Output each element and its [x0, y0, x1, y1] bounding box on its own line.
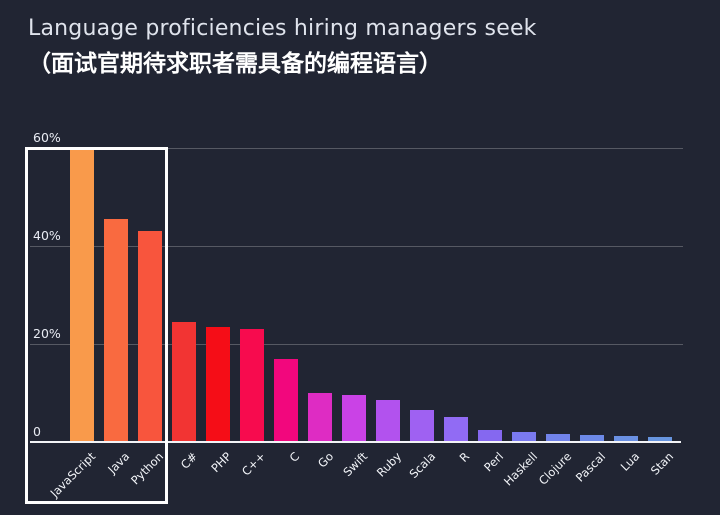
bar-perl: [478, 430, 502, 442]
page-subtitle: （面试官期待求职者需具备的编程语言）: [28, 51, 442, 77]
bar-stan: [648, 437, 672, 442]
page-title: Language proficiencies hiring managers s…: [28, 16, 537, 41]
bar-haskell: [512, 432, 536, 442]
ytick-0: 0: [33, 424, 41, 439]
bar-go: [308, 393, 332, 442]
bar-c-: [172, 322, 196, 442]
bar-ruby: [376, 400, 400, 442]
bar-c: [274, 359, 298, 442]
ytick-20-: 20%: [33, 326, 61, 341]
bar-python: [138, 231, 162, 442]
bar-r: [444, 417, 468, 442]
bar-javascript: [70, 150, 94, 442]
x-axis-line: [30, 441, 681, 443]
chart-header: Language proficiencies hiring managers s…: [28, 14, 537, 80]
bar-swift: [342, 395, 366, 442]
gridline-20: [30, 344, 683, 345]
bar-c-: [240, 329, 264, 442]
gridline-60: [30, 148, 683, 149]
ytick-60-: 60%: [33, 130, 61, 145]
bar-scala: [410, 410, 434, 442]
ytick-40-: 40%: [33, 228, 61, 243]
bar-lua: [614, 436, 638, 442]
bar-java: [104, 219, 128, 442]
bar-php: [206, 327, 230, 442]
bar-clojure: [546, 434, 570, 442]
bar-pascal: [580, 435, 604, 442]
gridline-40: [30, 246, 683, 247]
